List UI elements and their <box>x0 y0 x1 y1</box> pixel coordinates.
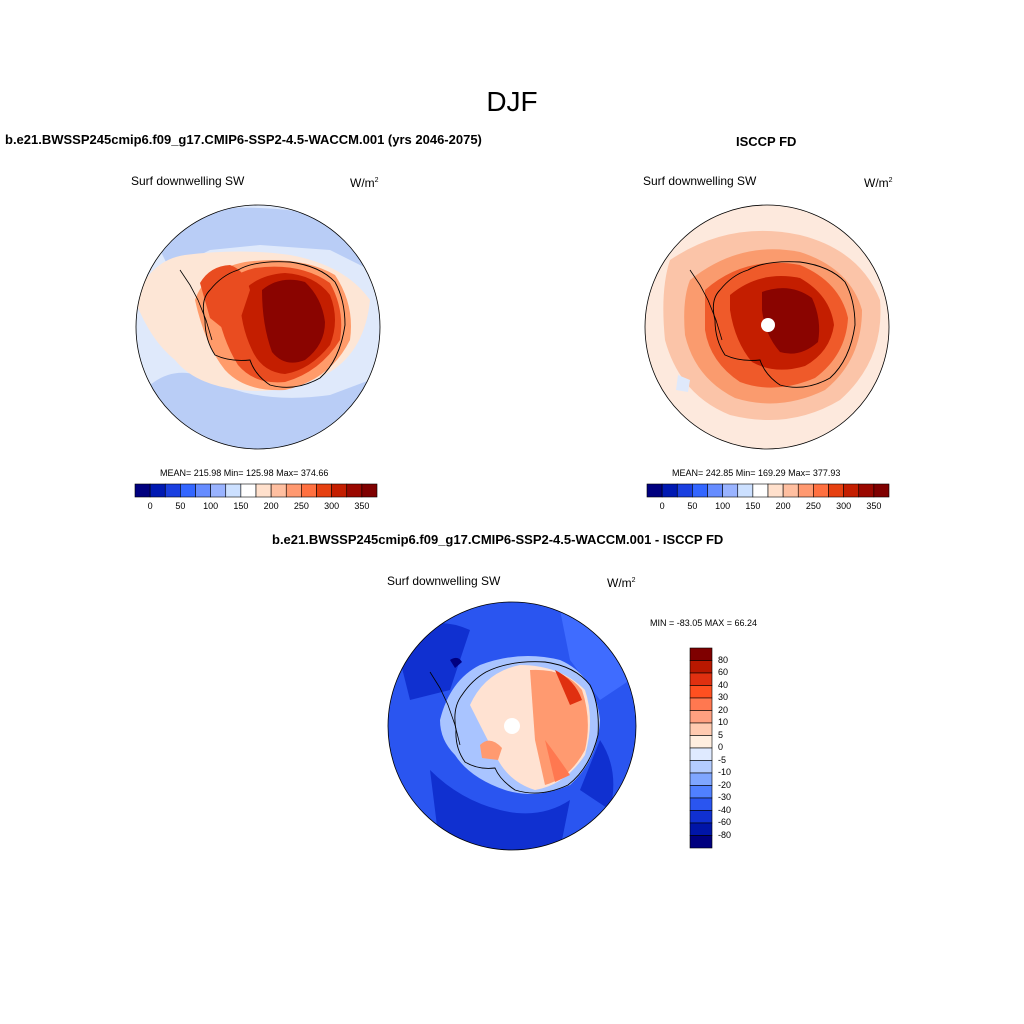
colorbar-tick-label: 60 <box>718 667 729 677</box>
colorbar-tick-label: 50 <box>175 501 186 511</box>
colorbar-swatch <box>316 483 332 498</box>
colorbar-swatch <box>843 483 860 498</box>
colorbar-tick-label: 300 <box>324 501 340 511</box>
colorbar-tick-label: -30 <box>718 792 732 802</box>
colorbar-swatch <box>646 483 663 498</box>
colorbar-tick-label: 20 <box>718 704 729 715</box>
colorbar-tick-label: 200 <box>263 501 279 511</box>
colorbar-swatch <box>689 810 713 824</box>
panel-1-stats: MEAN= 215.98 Min= 125.98 Max= 374.66 <box>160 468 329 478</box>
colorbar-swatch <box>689 835 713 849</box>
colorbar-swatch <box>346 483 363 498</box>
colorbar-swatch <box>164 483 181 498</box>
colorbar-tick-label: -80 <box>718 829 732 840</box>
colorbar-swatch <box>255 483 272 498</box>
colorbar-swatch <box>828 483 844 498</box>
colorbar-swatch <box>689 785 713 799</box>
colorbar-tick-label: 0 <box>147 501 153 511</box>
colorbar-swatch <box>285 483 302 498</box>
colorbar-tick-label: -10 <box>718 767 732 777</box>
colorbar-tick-label: 30 <box>718 692 729 702</box>
panel-1-map <box>135 204 381 450</box>
panel-3-stats: MIN = -83.05 MAX = 66.24 <box>650 618 758 628</box>
colorbar-tick-label: 100 <box>203 501 219 511</box>
colorbar-swatch <box>689 672 713 686</box>
colorbar-swatch <box>689 710 713 724</box>
colorbar-swatch <box>689 722 713 736</box>
colorbar-tick-label: 350 <box>866 501 882 511</box>
colorbar-swatch <box>134 483 151 498</box>
colorbar-tick-label: 300 <box>836 501 852 511</box>
colorbar-swatch <box>797 483 814 498</box>
colorbar-swatch <box>301 483 317 498</box>
colorbar-swatch <box>689 647 713 661</box>
colorbar-swatch <box>225 483 242 498</box>
colorbar-swatch <box>689 697 713 711</box>
colorbar-swatch <box>210 483 227 498</box>
colorbar-tick-label: 5 <box>718 729 724 740</box>
colorbar-swatch <box>331 483 348 498</box>
colorbar-tick-label: -40 <box>718 804 732 815</box>
colorbar-tick-label: -20 <box>718 779 732 790</box>
colorbar-swatch <box>767 483 784 498</box>
colorbar-swatch <box>361 483 378 498</box>
panel-2-colorbar <box>646 483 890 498</box>
panel-1-colorbar <box>134 483 378 498</box>
colorbar-swatch <box>689 772 713 786</box>
colorbar-swatch <box>270 483 287 498</box>
colorbar-swatch <box>240 483 257 498</box>
colorbar-tick-label: 50 <box>687 501 698 511</box>
colorbar-swatch <box>858 483 875 498</box>
panel-2-map <box>644 204 890 450</box>
colorbar-tick-label: 200 <box>775 501 791 511</box>
colorbar-swatch <box>692 483 708 498</box>
colorbar-tick-label: 350 <box>354 501 370 511</box>
colorbar-swatch <box>752 483 769 498</box>
colorbar-tick-label: 0 <box>718 742 724 752</box>
panel-2-title: ISCCP FD <box>736 134 797 149</box>
colorbar-tick-label: 250 <box>293 501 309 511</box>
colorbar-tick-label: 40 <box>718 679 729 690</box>
colorbar-tick-label: 150 <box>233 501 249 511</box>
colorbar-swatch <box>722 483 739 498</box>
colorbar-swatch <box>689 760 713 774</box>
colorbar-tick-label: 10 <box>718 717 729 727</box>
colorbar-swatch <box>813 483 829 498</box>
colorbar-tick-label: 100 <box>715 501 731 511</box>
panel-1-title: b.e21.BWSSP245cmip6.f09_g17.CMIP6-SSP2-4… <box>5 132 482 147</box>
panel-3-colorbar <box>689 647 713 849</box>
colorbar-tick-label: -60 <box>718 817 732 827</box>
colorbar-swatch <box>689 685 713 699</box>
panel-2-stats: MEAN= 242.85 Min= 169.29 Max= 377.93 <box>672 468 841 478</box>
colorbar-tick-label: 250 <box>805 501 821 511</box>
colorbar-tick-label: 0 <box>659 501 665 511</box>
colorbar-swatch <box>689 735 713 749</box>
colorbar-swatch <box>689 660 713 674</box>
colorbar-swatch <box>676 483 693 498</box>
panel-2-units: W/m2 <box>864 176 893 190</box>
colorbar-swatch <box>782 483 799 498</box>
colorbar-swatch <box>661 483 678 498</box>
panel-3-title: b.e21.BWSSP245cmip6.f09_g17.CMIP6-SSP2-4… <box>272 532 724 547</box>
colorbar-tick-label: -5 <box>718 754 727 765</box>
colorbar-swatch <box>707 483 723 498</box>
colorbar-swatch <box>689 747 713 761</box>
colorbar-swatch <box>873 483 890 498</box>
panel-3-variable: Surf downwelling SW <box>387 574 501 588</box>
panel-3-map <box>387 601 637 851</box>
colorbar-tick-label: 150 <box>745 501 761 511</box>
panel-1-variable: Surf downwelling SW <box>131 174 245 188</box>
colorbar-swatch <box>737 483 754 498</box>
panel-2-variable: Surf downwelling SW <box>643 174 757 188</box>
panel-1-units: W/m2 <box>350 176 379 190</box>
colorbar-swatch <box>149 483 166 498</box>
colorbar-swatch <box>689 797 713 811</box>
colorbar-swatch <box>689 822 713 836</box>
panel-3-units: W/m2 <box>607 576 636 590</box>
colorbar-swatch <box>180 483 196 498</box>
colorbar-tick-label: 80 <box>718 654 729 665</box>
colorbar-swatch <box>195 483 211 498</box>
figure-title: DJF <box>486 86 538 117</box>
